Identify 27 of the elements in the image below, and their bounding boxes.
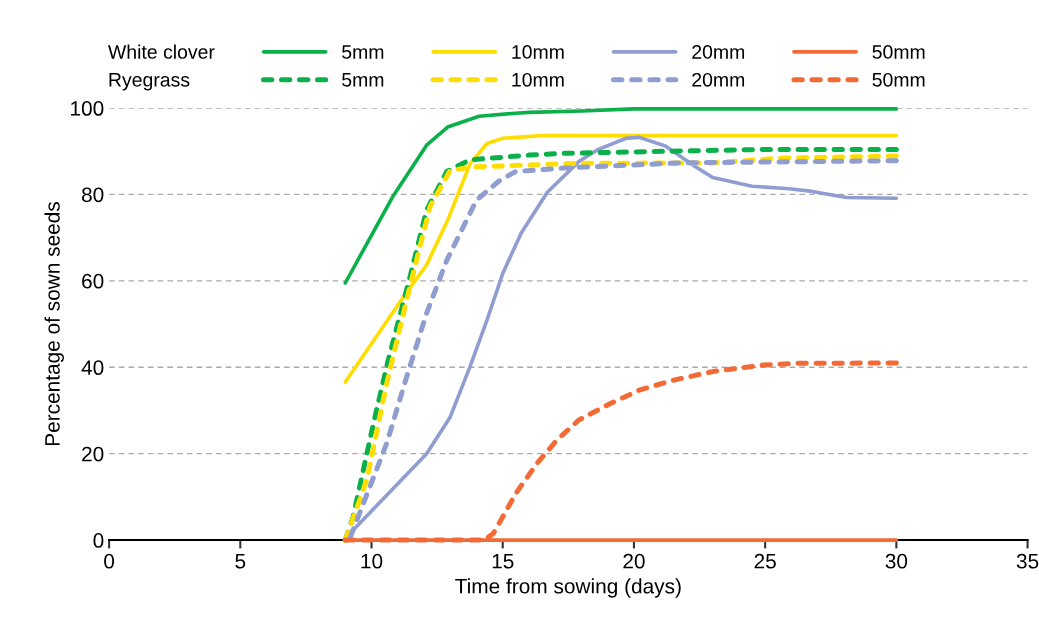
y-tick-label: 60 xyxy=(82,273,104,289)
text: White clover xyxy=(108,44,215,59)
x-tick-label: 0 xyxy=(104,553,115,569)
legend-label: 10mm xyxy=(512,72,564,87)
x-tick-label: 20 xyxy=(623,553,645,569)
x-axis-title: Time from sowing (days) xyxy=(455,578,681,598)
x-tick-label: 25 xyxy=(754,553,776,569)
line-series xyxy=(343,107,899,285)
y-tick-label: 0 xyxy=(93,533,104,548)
legend-label: 20mm xyxy=(692,45,745,59)
x-tick-label: 5 xyxy=(235,554,246,569)
y-tick-label: 20 xyxy=(82,446,104,462)
y-tick-label: 40 xyxy=(81,360,104,376)
x-tick-label: 30 xyxy=(885,553,908,569)
legend-label: 50mm xyxy=(872,72,925,87)
legend-label: 5mm xyxy=(342,73,384,87)
x-tick-label: 15 xyxy=(492,554,514,569)
y-axis-title: Percentage of sown seeds xyxy=(44,202,64,446)
x-tick-label: 10 xyxy=(361,553,383,569)
legend-label: 20mm xyxy=(692,72,745,87)
x-tick-label: 35 xyxy=(1016,553,1039,569)
legend-label: 5mm xyxy=(342,45,384,59)
y-tick-label: 80 xyxy=(81,187,104,203)
legend-label: 10mm xyxy=(512,45,564,59)
text: Ryegrass xyxy=(109,73,190,91)
legend-label: 50mm xyxy=(872,45,925,59)
y-tick-label: 100 xyxy=(71,101,104,116)
